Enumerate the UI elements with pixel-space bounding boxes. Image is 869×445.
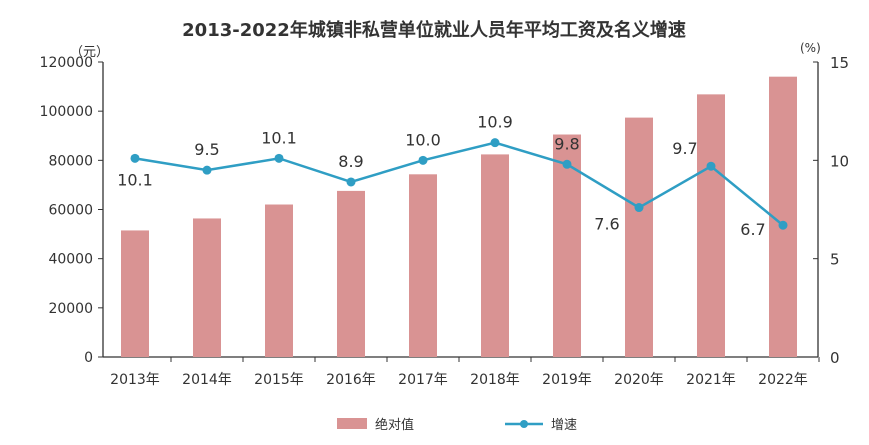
x-tick-label: 2013年: [110, 372, 160, 388]
bar-2019年: [553, 134, 581, 357]
growth-data-label: 7.6: [594, 215, 619, 234]
legend-line-marker: [520, 420, 528, 428]
x-tick-label: 2022年: [758, 372, 808, 388]
growth-point-2013年: [130, 153, 140, 163]
left-tick-label: 0: [84, 350, 93, 366]
left-tick-label: 100000: [40, 104, 93, 120]
growth-point-2018年: [490, 138, 500, 148]
x-tick-label: 2016年: [326, 372, 376, 388]
bar-2018年: [481, 154, 509, 357]
left-tick-label: 20000: [48, 301, 93, 317]
bar-2020年: [625, 117, 653, 357]
right-tick-label: 0: [830, 349, 840, 367]
left-tick-label: 120000: [40, 55, 93, 71]
growth-point-2016年: [346, 177, 356, 187]
right-axis-unit: (%): [800, 41, 821, 55]
bar-2017年: [409, 174, 437, 357]
growth-data-label: 9.7: [672, 139, 697, 158]
growth-point-2022年: [778, 220, 788, 230]
right-tick-label: 5: [830, 251, 840, 269]
legend-bar-swatch: [337, 418, 367, 429]
bar-2013年: [121, 230, 149, 357]
legend-line-label: 增速: [551, 418, 577, 433]
growth-point-2015年: [274, 153, 284, 163]
x-tick-label: 2015年: [254, 372, 304, 388]
left-tick-label: 80000: [48, 153, 93, 169]
bar-2015年: [265, 204, 293, 357]
growth-data-label: 9.5: [194, 140, 219, 159]
growth-data-label: 8.9: [338, 152, 363, 171]
right-tick-label: 10: [830, 152, 849, 170]
legend-bar-label: 绝对值: [375, 417, 414, 433]
bar-2021年: [697, 94, 725, 357]
growth-line: [134, 141, 784, 227]
x-tick-label: 2019年: [542, 372, 592, 388]
growth-point-2021年: [706, 161, 716, 171]
x-tick-label: 2014年: [182, 372, 232, 388]
growth-data-label: 9.8: [554, 134, 579, 153]
legend: 绝对值 增速: [337, 417, 577, 433]
growth-data-label: 10.0: [405, 130, 441, 149]
bar-2014年: [193, 218, 221, 357]
x-tick-label: 2020年: [614, 372, 664, 388]
growth-point-2017年: [418, 155, 428, 165]
left-tick-label: 40000: [48, 252, 93, 268]
growth-point-2020年: [634, 203, 644, 213]
left-axis-unit: （元）: [70, 45, 109, 60]
growth-point-2014年: [202, 165, 212, 175]
bar-2016年: [337, 190, 365, 357]
growth-data-label: 6.7: [740, 220, 765, 239]
growth-point-2019年: [562, 159, 572, 169]
x-tick-label: 2021年: [686, 372, 736, 388]
x-tick-label: 2018年: [470, 372, 520, 388]
right-tick-label: 15: [830, 54, 849, 72]
left-tick-label: 60000: [48, 203, 93, 219]
growth-data-label: 10.1: [261, 128, 297, 147]
growth-data-label: 10.1: [117, 170, 153, 189]
chart-title: 2013-2022年城镇非私营单位就业人员年平均工资及名义增速: [182, 19, 686, 41]
x-tick-label: 2017年: [398, 372, 448, 388]
growth-data-label: 10.9: [477, 113, 513, 132]
